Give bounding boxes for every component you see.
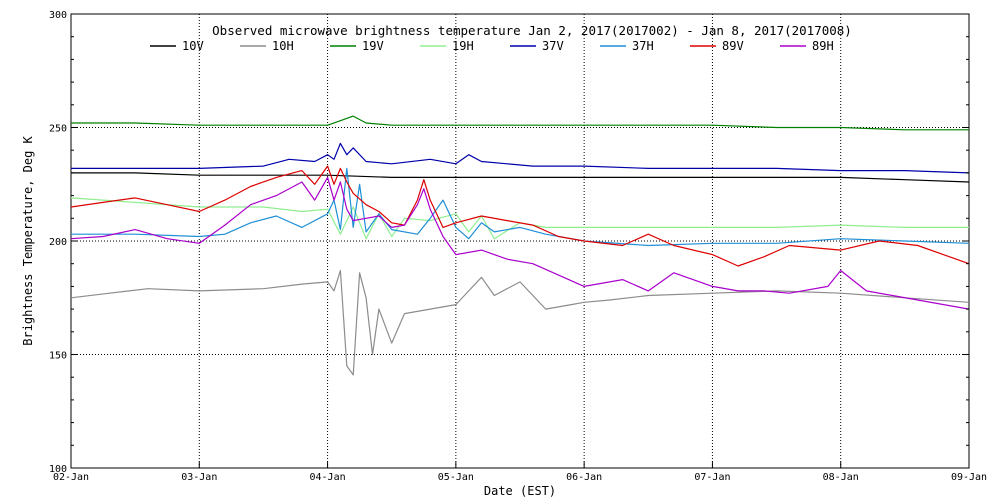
- x-tick-label: 09-Jan: [951, 472, 987, 483]
- y-tick-label: 250: [49, 124, 67, 135]
- legend-label: 10H: [272, 39, 294, 53]
- x-axis-label: Date (EST): [484, 484, 556, 498]
- series-line-19v: [71, 115, 969, 131]
- chart-title: Observed microwave brightness temperatur…: [212, 23, 852, 38]
- y-tick-label: 200: [49, 237, 67, 248]
- x-tick-label: 03-Jan: [181, 472, 217, 483]
- series-line-89v: [70, 165, 970, 267]
- legend-label: 19V: [362, 39, 384, 53]
- legend-item-89v: 89V: [690, 39, 744, 53]
- legend-label: 37V: [542, 39, 564, 53]
- legend-label: 89H: [812, 39, 834, 53]
- x-tick-label: 05-Jan: [438, 472, 474, 483]
- legend-item-10v: 10V: [150, 39, 204, 53]
- x-tick-label: 02-Jan: [53, 472, 89, 483]
- x-tick-label: 04-Jan: [310, 472, 346, 483]
- x-tick-label: 07-Jan: [694, 472, 730, 483]
- grid: [71, 14, 969, 468]
- y-axis-label: Brightness Temperature, Deg K: [21, 135, 35, 345]
- legend-item-19v: 19V: [330, 39, 384, 53]
- y-tick-label: 300: [49, 10, 67, 21]
- legend-item-37v: 37V: [510, 39, 564, 53]
- series-layer: [70, 115, 970, 376]
- axes: 02-Jan 03-Jan 04-Jan 05-Jan 06-Jan 07-Jan 08-J…: [49, 10, 987, 483]
- y-tick-label: 100: [49, 464, 67, 475]
- series-line-10h: [70, 269, 970, 376]
- legend-item-19h: 19H: [420, 39, 474, 53]
- x-tick-label: 06-Jan: [566, 472, 602, 483]
- x-tick-label: 08-Jan: [823, 472, 859, 483]
- legend-item-37h: 37H: [600, 39, 654, 53]
- series-line-89h: [70, 176, 970, 310]
- legend-label: 19H: [452, 39, 474, 53]
- series-line-19h: [70, 197, 969, 240]
- legend-item-89h: 89H: [780, 39, 834, 53]
- legend-item-10h: 10H: [240, 39, 294, 53]
- series-line-10v: [71, 172, 970, 183]
- legend-label: 37H: [632, 39, 654, 53]
- series-line-37h: [71, 167, 970, 247]
- legend: 10V 10H 19V 19H 37V 37H 89V 89H: [150, 39, 834, 53]
- y-tick-label: 150: [49, 351, 67, 362]
- legend-label: 10V: [182, 39, 204, 53]
- plot-frame: [70, 13, 970, 469]
- legend-label: 89V: [722, 39, 744, 53]
- series-line-37v: [71, 142, 970, 174]
